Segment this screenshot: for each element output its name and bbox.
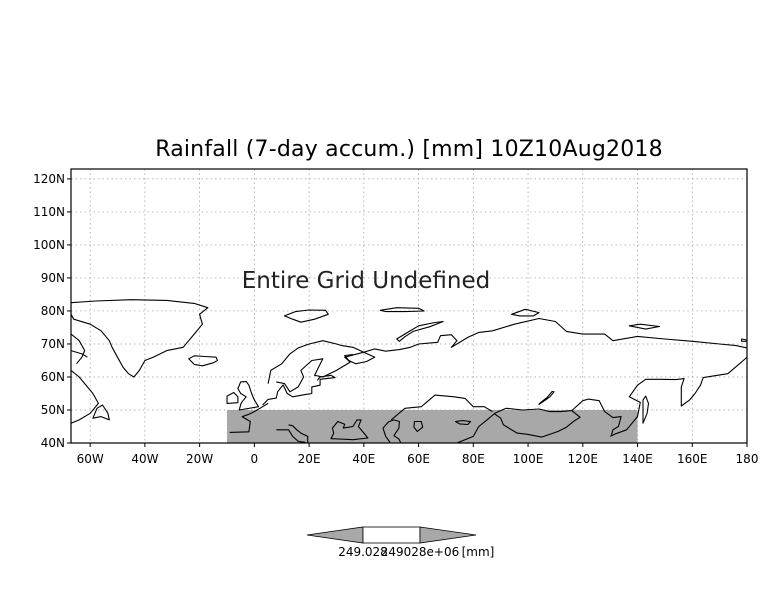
lon-tick-label: 160E bbox=[677, 452, 708, 466]
coast-wrangel bbox=[740, 338, 747, 342]
coast-greenland bbox=[71, 299, 209, 378]
coast-mongolia-border bbox=[493, 410, 581, 438]
lon-tick-label: 180 bbox=[736, 452, 759, 466]
coast-severnaya bbox=[511, 308, 540, 317]
coast-baikal bbox=[538, 390, 555, 405]
coast-russia-arctic bbox=[363, 317, 747, 353]
coast-white-sea bbox=[344, 351, 376, 365]
lat-tick-label: 120N bbox=[33, 172, 65, 186]
coast-aral bbox=[413, 420, 424, 432]
coast-scandinavia bbox=[267, 340, 365, 393]
coast-baltic-europe bbox=[262, 374, 336, 406]
colorbar: 249.028 249028e+06 [mm] bbox=[306, 526, 495, 559]
coast-alaska-fragment bbox=[71, 350, 88, 358]
lon-tick-label: 140E bbox=[622, 452, 653, 466]
shaded-precip-region bbox=[227, 409, 638, 443]
lat-tick-label: 80N bbox=[41, 304, 65, 318]
coast-adriatic bbox=[288, 424, 309, 443]
coast-china-border bbox=[456, 398, 622, 443]
coast-ireland bbox=[226, 391, 239, 404]
lon-tick-label: 40W bbox=[131, 452, 158, 466]
lon-tick-label: 60W bbox=[77, 452, 104, 466]
coastlines bbox=[71, 299, 747, 443]
coast-sakhalin bbox=[642, 395, 650, 424]
coast-caspian bbox=[382, 419, 402, 443]
coast-franz-josef bbox=[379, 307, 425, 313]
coast-mediterranean bbox=[229, 402, 269, 433]
coast-balkhash bbox=[454, 420, 472, 426]
lat-tick-label: 110N bbox=[33, 205, 65, 219]
colorbar-middle-segment bbox=[362, 526, 421, 544]
map-title: Rainfall (7-day accum.) [mm] 10Z10Aug201… bbox=[155, 137, 663, 162]
colorbar-left-arrow bbox=[306, 526, 364, 544]
coast-newfoundland bbox=[92, 404, 110, 421]
lon-tick-label: 20W bbox=[186, 452, 213, 466]
lat-tick-label: 70N bbox=[41, 337, 65, 351]
colorbar-max-label: 249028e+06 bbox=[381, 545, 460, 559]
shaded-band bbox=[227, 409, 638, 443]
longitude-axis: 60W 40W 20W 0 20E 40E 60E 80E 100E 120E 140E 160E 18… bbox=[77, 443, 759, 466]
lat-tick-label: 100N bbox=[33, 238, 65, 252]
lon-tick-label: 0 bbox=[251, 452, 259, 466]
lat-tick-label: 40N bbox=[41, 436, 65, 450]
coast-british-isles bbox=[237, 381, 260, 411]
coast-canada-arctic bbox=[71, 333, 86, 365]
lon-tick-label: 120E bbox=[568, 452, 599, 466]
coast-svalbard bbox=[283, 309, 329, 323]
lat-tick-label: 50N bbox=[41, 403, 65, 417]
lon-tick-label: 80E bbox=[462, 452, 485, 466]
colorbar-units: [mm] bbox=[462, 545, 495, 559]
map-frame bbox=[70, 168, 748, 444]
latitude-axis: 40N 50N 60N 70N 80N 90N 100N 110N 120N bbox=[33, 172, 71, 450]
coast-kazakh-border bbox=[390, 394, 493, 421]
lon-tick-label: 20E bbox=[298, 452, 321, 466]
lon-tick-label: 100E bbox=[513, 452, 544, 466]
grid-lines bbox=[71, 169, 747, 443]
lon-tick-label: 40E bbox=[352, 452, 375, 466]
coast-new-siberian bbox=[628, 323, 660, 330]
colorbar-min-label: 249.028 bbox=[338, 545, 388, 559]
coast-russia-pacific bbox=[609, 356, 747, 437]
lat-tick-label: 90N bbox=[41, 271, 65, 285]
coast-baffin bbox=[71, 369, 99, 424]
colorbar-right-arrow bbox=[419, 526, 477, 544]
coast-black-sea bbox=[330, 419, 369, 441]
undefined-grid-message: Entire Grid Undefined bbox=[242, 268, 491, 294]
lon-tick-label: 60E bbox=[407, 452, 430, 466]
coast-novaya-zemlya bbox=[396, 320, 444, 342]
coast-italy bbox=[276, 429, 306, 443]
map-plot-area bbox=[70, 168, 748, 444]
lat-tick-label: 60N bbox=[41, 370, 65, 384]
coast-iceland bbox=[188, 355, 218, 367]
